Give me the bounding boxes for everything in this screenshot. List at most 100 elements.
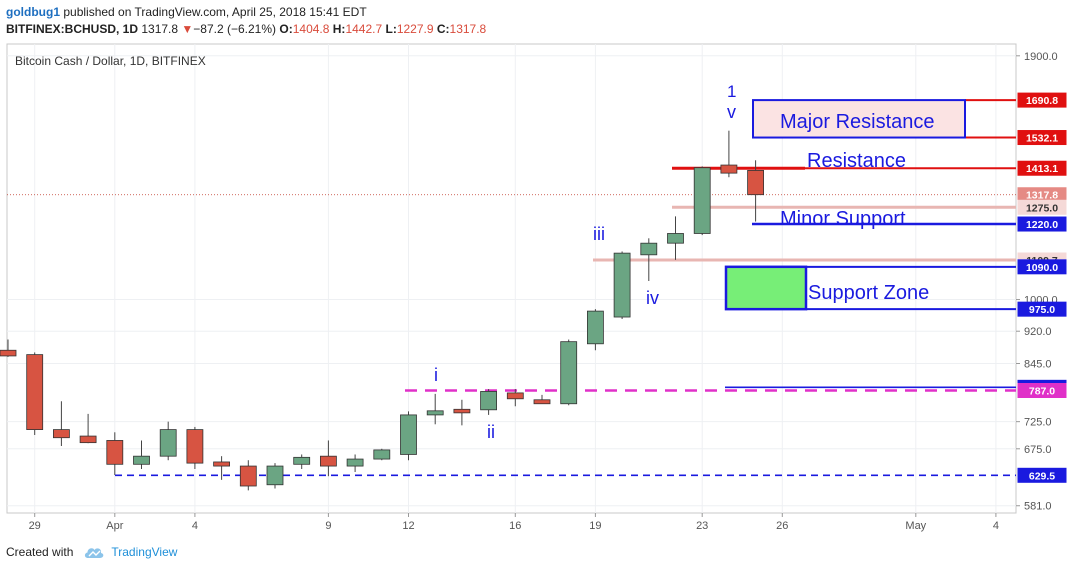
candle-down	[106, 440, 124, 465]
price-tag-p1317: 1317.8	[1026, 190, 1058, 202]
y-tick-label: 920.0	[1024, 326, 1052, 338]
publish-info: published on TradingView.com, April 25, …	[63, 5, 367, 19]
candles	[0, 130, 764, 491]
candle-up	[613, 252, 631, 318]
candle-up	[640, 242, 658, 256]
x-tick-label: 26	[776, 520, 788, 532]
x-tick-label: May	[905, 520, 926, 532]
price-tag-bg	[1017, 130, 1067, 146]
down-arrow-icon: ▼	[181, 22, 194, 36]
x-tick-label: 19	[589, 520, 601, 532]
price-tag-p975: 975.0	[1029, 304, 1055, 316]
price-tag-p1220: 1220.0	[1026, 219, 1058, 231]
support-zone-box	[724, 265, 808, 311]
footer: Created with TradingView	[6, 545, 177, 559]
price-tag-p1090: 1090.0	[1026, 262, 1058, 274]
chart-title: Bitcoin Cash / Dollar, 1D, BITFINEX	[15, 54, 206, 68]
candle-down	[53, 429, 70, 439]
y-tick-label: 581.0	[1024, 501, 1052, 513]
candle-down	[533, 399, 551, 405]
price-tag-bg	[1017, 216, 1067, 232]
price-tag-bg	[1017, 160, 1067, 176]
x-tick-label: Apr	[106, 520, 123, 532]
candle-down	[0, 349, 17, 357]
price-tag-bg	[1017, 199, 1067, 215]
price-tag-p1532: 1532.1	[1026, 133, 1058, 145]
wave-iv-label: iv	[646, 288, 659, 308]
open-value: 1404.8	[292, 22, 330, 36]
price-tag-p1690: 1690.8	[1026, 95, 1058, 107]
tradingview-cloud-icon	[85, 548, 104, 558]
ohlc-line: BITFINEX:BCHUSD, 1D 1317.8 ▼−87.2 (−6.21…	[6, 21, 486, 38]
x-tick-label: 4	[192, 520, 198, 532]
x-tick-label: 16	[509, 520, 521, 532]
candle-down	[79, 435, 97, 444]
open-label: O:	[279, 22, 293, 36]
low-value: 1227.9	[396, 22, 434, 36]
horizontal-lines	[7, 99, 1016, 477]
candle-up	[133, 455, 150, 465]
zone-boxes	[724, 99, 966, 311]
price-tag-bg	[1017, 92, 1067, 108]
candle-down	[453, 408, 471, 414]
y-tick-label: 845.0	[1024, 358, 1052, 370]
close-value: 1317.8	[449, 22, 487, 36]
price-labels: 1690.81532.11413.11317.81275.01220.01109…	[1017, 92, 1067, 483]
x-tick-label: 29	[29, 520, 41, 532]
publish-line: goldbug1 published on TradingView.com, A…	[6, 4, 486, 21]
high-value: 1442.7	[345, 22, 383, 36]
chart-header: goldbug1 published on TradingView.com, A…	[6, 4, 486, 38]
price-tag-bg	[1017, 382, 1067, 398]
created-with-text: Created with	[6, 545, 74, 559]
candle-down	[213, 461, 231, 467]
candle-up	[587, 310, 604, 345]
candle-up	[373, 449, 391, 460]
candle-down	[319, 455, 337, 467]
x-tick-label: 4	[993, 520, 999, 532]
close-label: C:	[436, 22, 450, 36]
tradingview-brand-link[interactable]: TradingView	[111, 545, 178, 559]
y-tick-label: 1900.0	[1024, 51, 1058, 63]
y-tick-label: 675.0	[1024, 444, 1052, 456]
candle-down	[747, 170, 764, 196]
candle-up	[400, 414, 417, 455]
y-tick-label: 725.0	[1024, 417, 1052, 429]
last-price: 1317.8	[141, 22, 179, 36]
minor-support-label: Minor Support	[780, 208, 906, 230]
symbol-label: BITFINEX:BCHUSD, 1D	[6, 22, 139, 36]
candle-down	[26, 354, 44, 430]
resistance-label: Resistance	[807, 150, 906, 172]
candle-up	[159, 429, 177, 457]
price-tag-bg	[1017, 467, 1067, 483]
candle-down	[506, 392, 524, 400]
price-tag-bg	[1017, 301, 1067, 317]
wave-iii-label: iii	[593, 224, 605, 244]
candle-up	[346, 458, 364, 467]
major-resistance-label: Major Resistance	[780, 111, 935, 133]
x-tick-label: 9	[325, 520, 331, 532]
candle-up	[293, 456, 311, 465]
wave-1-label: 1	[727, 82, 736, 101]
wave-v-label: v	[727, 102, 736, 122]
high-label: H:	[332, 22, 346, 36]
x-tick-label: 12	[402, 520, 414, 532]
candle-up	[480, 391, 498, 411]
author-link[interactable]: goldbug1	[6, 5, 60, 19]
price-change: −87.2 (−6.21%)	[193, 22, 277, 36]
support-zone-label: Support Zone	[808, 282, 929, 304]
price-tag-bg	[1017, 259, 1067, 275]
price-tag-p1413: 1413.1	[1026, 163, 1058, 175]
candle-down	[186, 429, 204, 464]
wave-i-label: i	[434, 365, 438, 385]
candle-up	[667, 233, 684, 244]
candle-up	[426, 410, 444, 416]
candle-down	[720, 164, 738, 174]
candle-up	[560, 341, 578, 405]
candle-down	[239, 465, 257, 487]
candle-up	[266, 465, 284, 486]
x-tick-label: 23	[696, 520, 708, 532]
candle-up	[693, 167, 711, 234]
low-label: L:	[385, 22, 397, 36]
